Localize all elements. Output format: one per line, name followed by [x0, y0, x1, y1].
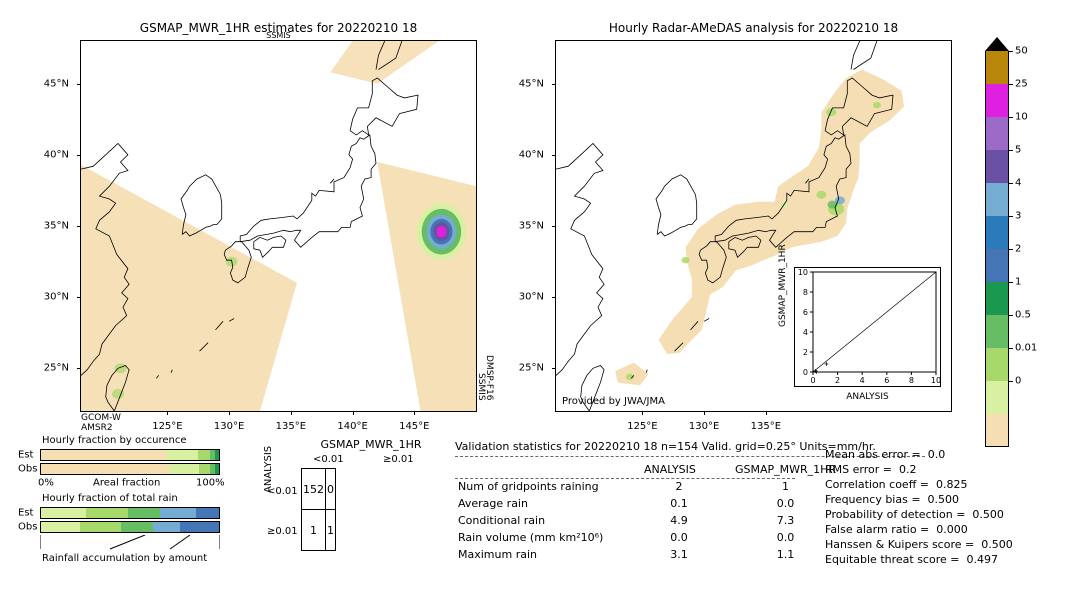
ct-10: 1 [302, 510, 326, 551]
areal-0: 0% [38, 478, 54, 489]
cb-tick: 0.01 [1015, 343, 1037, 354]
occ-est-bar [40, 449, 220, 461]
cb-tick: 0 [1015, 376, 1021, 387]
accum-title: Rainfall accumulation by amount [42, 553, 207, 564]
stat-right-row: Correlation coeff = 0.825 [825, 478, 1013, 491]
obs-label-1: Obs [18, 464, 37, 475]
cb-tick: 5 [1015, 145, 1021, 156]
ytick: 45°N [44, 78, 81, 89]
cb-tick: 4 [1015, 178, 1021, 189]
ct-00: 152 [302, 469, 326, 510]
ctable-col-title: GSMAP_MWR_1HR [301, 438, 441, 451]
connector-lines [40, 535, 220, 553]
sat-label-top: SSMIS [266, 31, 291, 40]
rain-title: Hourly fraction of total rain [42, 493, 178, 504]
svg-text:10: 10 [931, 376, 940, 385]
svg-text:2: 2 [803, 348, 808, 357]
ct-11: 1 [326, 510, 336, 551]
dotted-2 [455, 478, 795, 479]
rain-est-bar [40, 507, 220, 519]
ctable-rlab-1: ≥0.01 [267, 526, 298, 537]
svg-text:4: 4 [803, 328, 808, 337]
svg-text:4: 4 [860, 376, 865, 385]
sat-label-gcom: GCOM-W [81, 413, 121, 423]
ytick: 30°N [44, 292, 81, 303]
stats-right-list: Mean abs error = 0.0 RMS error = 0.2 Corre… [825, 446, 1013, 568]
gsmap-overlay [81, 41, 476, 411]
cb-tick: 1 [1015, 277, 1021, 288]
stat-a: 3.1 [643, 547, 732, 562]
stat-a: 0.1 [643, 496, 732, 511]
sat-label-amsr: AMSR2 [81, 423, 113, 433]
cb-tick: 25 [1015, 79, 1028, 90]
stat-right-row: False alarm ratio = 0.000 [825, 523, 1013, 536]
svg-text:10: 10 [798, 268, 808, 277]
svg-text:8: 8 [803, 288, 808, 297]
svg-text:0: 0 [810, 376, 815, 385]
stat-right-row: Equitable threat score = 0.497 [825, 553, 1013, 566]
stats-h-analysis: ANALYSIS [643, 462, 732, 477]
cb-tick: 10 [1015, 112, 1028, 123]
est-label-2: Est [18, 508, 33, 519]
svg-text:6: 6 [884, 376, 889, 385]
stat-label: Num of gridpoints raining [457, 479, 641, 494]
stat-right-row: Probability of detection = 0.500 [825, 508, 1013, 521]
stats-left-table: ANALYSIS GSMAP_MWR_1HR Num of gridpoints… [455, 460, 856, 564]
occ-obs-bar [40, 463, 220, 475]
ytick: 25°N [519, 363, 556, 374]
ytick: 40°N [519, 149, 556, 160]
radar-map-title: Hourly Radar-AMeDAS analysis for 2022021… [556, 21, 951, 35]
scatter-ylabel: GSMAP_MWR_1HR [778, 244, 788, 327]
svg-text:2: 2 [835, 376, 840, 385]
cb-tick: 2 [1015, 244, 1021, 255]
ctable-clab-0: <0.01 [313, 454, 344, 465]
stat-right-row: RMS error = 0.2 [825, 463, 1013, 476]
stat-label: Average rain [457, 496, 641, 511]
stat-a: 2 [643, 479, 732, 494]
scatter-plot: 0 2 4 6 8 10 0 2 4 6 8 10 [795, 268, 940, 386]
svg-text:8: 8 [909, 376, 914, 385]
areal-100: 100% [196, 478, 225, 489]
cb-tick: 0.5 [1015, 310, 1031, 321]
stat-label: Rain volume (mm km²10⁶) [457, 530, 641, 545]
stat-label: Maximum rain [457, 547, 641, 562]
stats-block: Validation statistics for 20220210 18 n=… [455, 440, 1065, 457]
cb-tick: 3 [1015, 211, 1021, 222]
occ-title: Hourly fraction by occurence [42, 435, 186, 446]
obs-label-2: Obs [18, 522, 37, 533]
stat-right-row: Frequency bias = 0.500 [825, 493, 1013, 506]
ytick: 25°N [44, 363, 81, 374]
scatter-xlabel: ANALYSIS [795, 392, 940, 402]
ctable-rlab-0: <0.01 [267, 486, 298, 497]
svg-text:0: 0 [803, 368, 808, 377]
stat-a: 4.9 [643, 513, 732, 528]
stat-label: Conditional rain [457, 513, 641, 528]
cb-tick: 50 [1015, 46, 1028, 57]
areal-label: Areal fraction [93, 478, 160, 489]
ytick: 45°N [519, 78, 556, 89]
ytick: 35°N [44, 221, 81, 232]
colorbar: 502510543210.50.010 [985, 37, 1009, 447]
rain-obs-bar [40, 521, 220, 533]
est-label-1: Est [18, 450, 33, 461]
contingency-table: 152 0 1 1 [301, 468, 336, 551]
svg-text:6: 6 [803, 308, 808, 317]
stat-right-row: Mean abs error = 0.0 [825, 448, 1013, 461]
ytick: 40°N [44, 149, 81, 160]
radar-map-panel: Hourly Radar-AMeDAS analysis for 2022021… [555, 40, 952, 412]
stat-a: 0.0 [643, 530, 732, 545]
gsmap-map-panel: GSMAP_MWR_1HR estimates for 20220210 18 … [80, 40, 477, 412]
ytick: 30°N [519, 292, 556, 303]
sat-label-right-2: SSMIS [476, 373, 486, 401]
ct-01: 0 [326, 469, 336, 510]
ytick: 35°N [519, 221, 556, 232]
stat-right-row: Hanssen & Kuipers score = 0.500 [825, 538, 1013, 551]
scatter-inset: 02468100246810 ANALYSIS GSMAP_MWR_1HR [794, 267, 941, 387]
ctable-clab-1: ≥0.01 [383, 454, 414, 465]
